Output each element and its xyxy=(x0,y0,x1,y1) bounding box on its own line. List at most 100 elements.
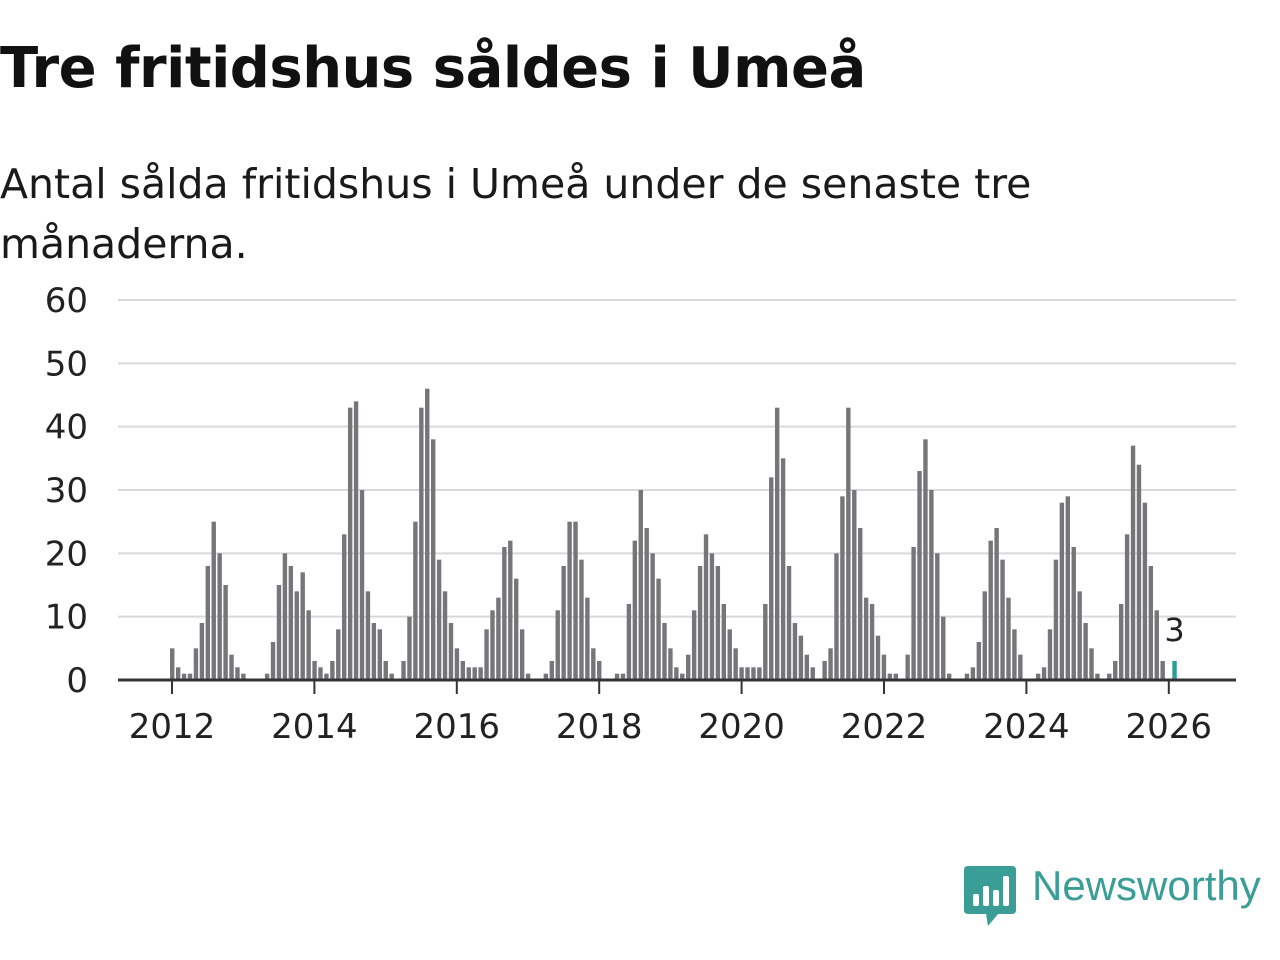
bar xyxy=(881,654,887,680)
bar-series xyxy=(170,388,1177,680)
bar xyxy=(852,490,857,680)
bar xyxy=(359,490,365,680)
bar xyxy=(905,654,910,680)
bar xyxy=(1124,534,1130,680)
bar xyxy=(288,566,294,680)
bar xyxy=(223,585,228,680)
chart-subtitle: Antal sålda fritidshus i Umeå under de s… xyxy=(0,160,1032,268)
bar xyxy=(1000,559,1005,680)
bar xyxy=(721,604,726,680)
bar xyxy=(205,566,211,680)
bar xyxy=(1095,673,1100,680)
bar xyxy=(181,673,187,680)
bar xyxy=(496,597,501,680)
bar xyxy=(893,673,898,680)
x-tick-label: 2026 xyxy=(1126,707,1213,747)
y-tick-label: 10 xyxy=(45,598,88,638)
bar xyxy=(371,623,377,680)
bar xyxy=(264,673,270,680)
bar xyxy=(650,553,655,680)
bar xyxy=(994,528,999,680)
x-tick-label: 2014 xyxy=(271,707,358,747)
bar xyxy=(1018,654,1023,680)
bar xyxy=(614,673,620,680)
bar xyxy=(976,642,982,680)
bar xyxy=(656,578,661,680)
bar xyxy=(442,591,448,680)
bar xyxy=(638,490,643,680)
bar xyxy=(1118,604,1124,680)
bar xyxy=(597,661,602,680)
bar xyxy=(383,661,388,680)
bar xyxy=(514,578,519,680)
bar xyxy=(336,629,341,680)
bar xyxy=(911,547,916,680)
bar xyxy=(810,667,815,680)
bar xyxy=(579,559,584,680)
bar xyxy=(407,616,412,680)
bar xyxy=(472,667,477,680)
bar xyxy=(460,661,466,680)
bar xyxy=(585,597,590,680)
bar-latest xyxy=(1172,661,1177,680)
bar xyxy=(330,661,335,680)
bar xyxy=(703,534,709,680)
bar xyxy=(804,654,810,680)
bar xyxy=(508,540,513,680)
bar xyxy=(401,661,406,680)
bar xyxy=(175,667,181,680)
bar xyxy=(318,667,323,680)
bar xyxy=(193,648,199,680)
bar xyxy=(846,407,851,680)
bar xyxy=(1012,629,1017,680)
bar xyxy=(1047,629,1053,680)
bar xyxy=(620,673,626,680)
bar xyxy=(282,553,288,680)
bar xyxy=(187,673,193,680)
bar xyxy=(1160,661,1165,680)
bar xyxy=(436,559,442,680)
y-tick-label: 40 xyxy=(45,408,88,448)
bar xyxy=(300,572,305,680)
bar xyxy=(229,654,234,680)
bar xyxy=(490,610,495,680)
y-tick-label: 50 xyxy=(45,344,88,384)
bar xyxy=(567,521,572,680)
bar xyxy=(519,629,525,680)
bar xyxy=(828,648,833,680)
bar xyxy=(680,673,685,680)
x-tick-label: 2016 xyxy=(414,707,501,747)
bar xyxy=(946,673,952,680)
bar xyxy=(739,667,744,680)
bar xyxy=(561,566,566,680)
bar xyxy=(419,407,424,680)
bar xyxy=(170,648,175,680)
bar xyxy=(1148,566,1154,680)
bar xyxy=(875,635,881,680)
bar xyxy=(324,673,329,680)
tick-labels: 0 10 20 30 40 50 60 3 2012 2014 2016 2018 2020 2022 20… xyxy=(45,281,1212,747)
bar xyxy=(1113,661,1118,680)
bar xyxy=(840,496,845,680)
bar xyxy=(1006,597,1011,680)
bar xyxy=(211,521,216,680)
bar xyxy=(1035,673,1041,680)
bar xyxy=(312,661,317,680)
bar xyxy=(1107,673,1112,680)
bar xyxy=(1089,648,1094,680)
bar xyxy=(347,407,353,680)
bar xyxy=(478,667,483,680)
bar xyxy=(1065,496,1070,680)
brand-name: Newsworthy xyxy=(1032,862,1261,909)
bar xyxy=(774,407,780,680)
y-tick-label: 20 xyxy=(45,534,88,574)
bar xyxy=(1077,591,1082,680)
bar xyxy=(306,610,311,680)
bar xyxy=(632,540,638,680)
bar xyxy=(887,673,893,680)
bar xyxy=(786,566,792,680)
bar xyxy=(982,591,987,680)
bar xyxy=(988,540,993,680)
bar xyxy=(1142,502,1148,680)
bar xyxy=(697,566,703,680)
